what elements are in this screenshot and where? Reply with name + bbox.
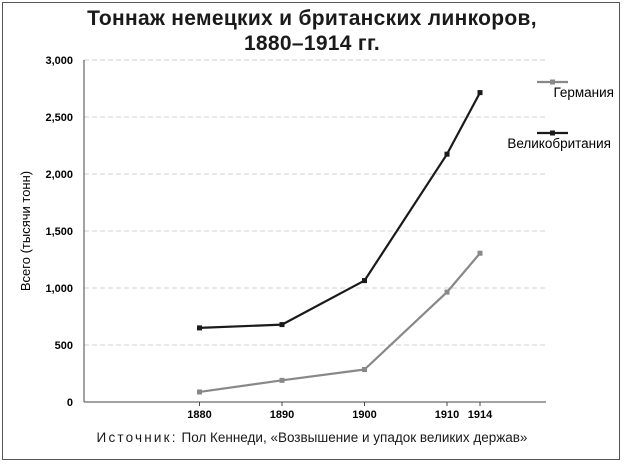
y-tick-label: 2,000 [45, 169, 73, 181]
y-axis-title: Всего (тысячи тонн) [18, 171, 33, 291]
data-point [477, 90, 483, 96]
y-tick-label: 3,000 [45, 55, 73, 67]
data-point [362, 367, 367, 373]
data-point [444, 151, 450, 157]
chart-title: Тоннаж немецких и британских линкоров, 1… [0, 6, 624, 56]
legend-marker [550, 79, 555, 85]
x-tick-label: 1914 [468, 409, 493, 421]
y-tick-label: 1,000 [45, 283, 73, 295]
series-line [199, 252, 481, 394]
legend-label: Германия [553, 85, 614, 100]
legend-marker [550, 130, 555, 136]
data-point [197, 389, 202, 395]
x-tick-label: 1880 [187, 409, 211, 421]
x-tick-label: 1900 [352, 409, 376, 421]
legend-label: Великобритания [507, 136, 611, 151]
y-tick-label: 500 [55, 340, 73, 352]
series-line [199, 92, 481, 329]
data-point [444, 289, 450, 295]
data-point [279, 377, 285, 383]
y-tick-label: 2,500 [45, 112, 73, 124]
y-tick-label: 1,500 [45, 226, 73, 238]
chart-frame [2, 2, 620, 460]
chart-title-line-1: Тоннаж немецких и британских линкоров, [87, 7, 537, 30]
chart-title-line-2: 1880–1914 гг. [243, 32, 381, 55]
x-tick-label: 1890 [270, 409, 294, 421]
source-text: Пол Кеннеди, «Возвышение и упадок велики… [177, 430, 528, 445]
data-point [477, 250, 483, 256]
source-label: Источник: [96, 430, 178, 445]
data-point [279, 322, 285, 328]
data-point [197, 325, 202, 331]
y-tick-label: 0 [67, 397, 73, 409]
source-note: Источник: Пол Кеннеди, «Возвышение и упа… [0, 430, 624, 445]
x-tick-label: 1910 [435, 409, 459, 421]
data-point [362, 278, 367, 284]
